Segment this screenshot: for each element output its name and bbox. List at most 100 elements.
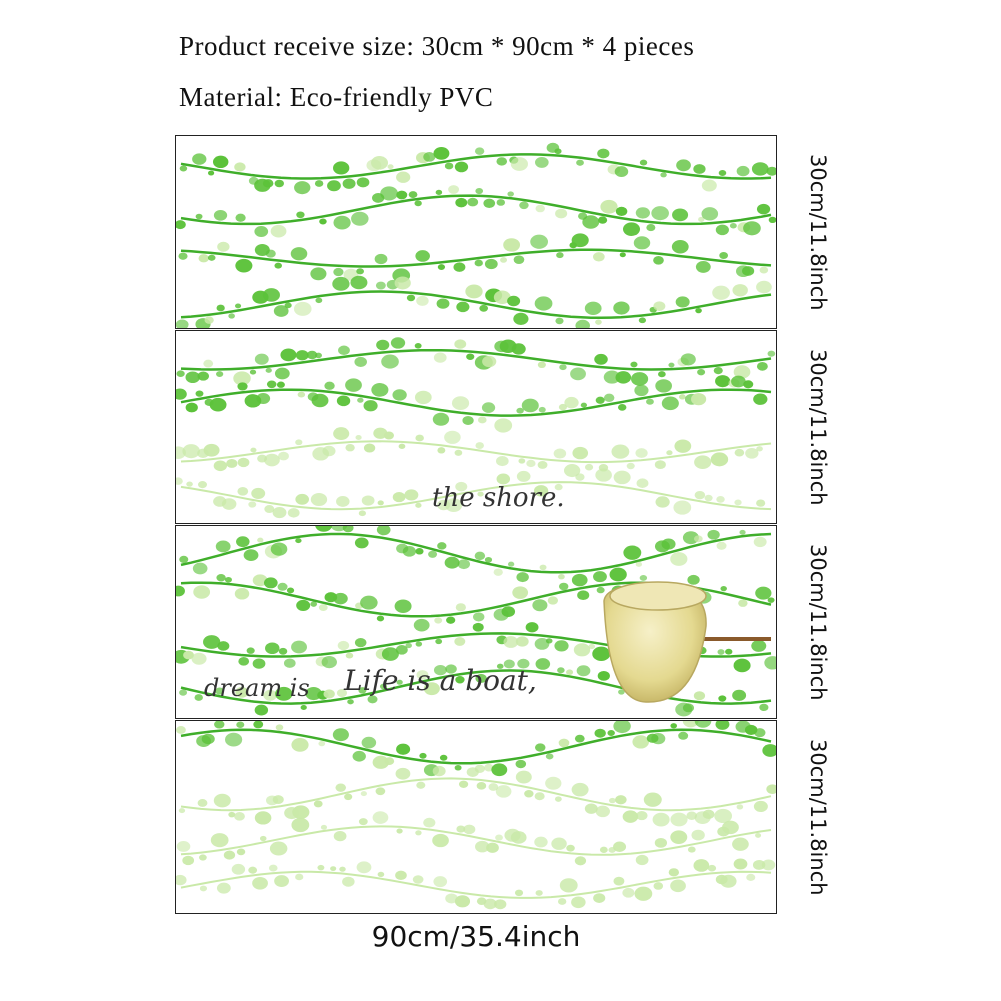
leaf [318, 604, 328, 612]
leaf [496, 157, 508, 166]
leaf [342, 178, 356, 189]
leaf [354, 537, 369, 549]
leaf [517, 658, 530, 669]
leaf [294, 181, 311, 195]
leaf [262, 179, 274, 188]
leaf [315, 352, 322, 359]
leaf [622, 222, 641, 236]
leaf [533, 485, 549, 497]
leaf [491, 763, 508, 777]
leaf [433, 664, 447, 676]
leaf [225, 732, 243, 747]
vine-stem [180, 481, 772, 511]
leaf [716, 541, 727, 550]
leaf [736, 165, 750, 177]
leaf [687, 574, 700, 585]
leaf [634, 384, 649, 397]
leaf [668, 868, 680, 877]
leaf [507, 561, 515, 567]
leaf [718, 169, 727, 177]
leaf [179, 555, 189, 564]
leaf [455, 676, 465, 684]
leaf [454, 895, 471, 908]
leaf [217, 641, 230, 651]
leaf [525, 622, 539, 633]
leaf [214, 721, 225, 729]
leaf [496, 199, 505, 206]
leaf [482, 355, 497, 368]
leaf [736, 804, 744, 810]
leaf [406, 294, 416, 302]
leaf [236, 536, 250, 548]
leaf [630, 361, 638, 368]
leaf [199, 885, 208, 892]
leaf [494, 899, 507, 910]
leaf [395, 767, 411, 780]
leaf [259, 835, 267, 842]
leaf [603, 370, 621, 384]
leaf [454, 449, 463, 456]
leaf [396, 743, 411, 755]
leaf [379, 683, 388, 690]
leaf [530, 234, 549, 249]
leaf [670, 830, 688, 844]
panel-4-height-label: 30cm/11.8inch [806, 738, 830, 896]
leaf [458, 780, 469, 788]
leaf [333, 592, 348, 605]
leaf [310, 267, 327, 281]
leaf [725, 648, 733, 655]
leaf [570, 367, 586, 381]
leaf [636, 478, 649, 488]
leaf [558, 403, 567, 411]
leaf [336, 395, 351, 407]
leaf [217, 241, 230, 252]
leaf [278, 647, 288, 655]
leaf [433, 876, 448, 888]
leaf [539, 564, 547, 571]
leaf [432, 833, 449, 848]
leaf [484, 556, 493, 563]
leaf [693, 691, 706, 701]
leaf [564, 396, 579, 409]
leaf [435, 638, 443, 645]
leaf [702, 809, 715, 820]
leaf [474, 259, 483, 267]
leaf [486, 842, 499, 853]
leaf [513, 255, 525, 264]
leaf [231, 863, 246, 875]
leaf [451, 396, 470, 411]
leaf [457, 559, 471, 570]
leaf [759, 703, 769, 712]
leaf [507, 295, 521, 307]
leaf [351, 211, 369, 226]
leaf [465, 284, 483, 299]
leaf [477, 491, 484, 497]
leaf [534, 296, 553, 311]
leaf [574, 734, 585, 743]
leaf [456, 825, 466, 833]
leaf [756, 499, 766, 507]
leaf [416, 670, 429, 680]
leaf [599, 846, 608, 853]
leaf [363, 443, 376, 453]
leaf [593, 252, 605, 262]
leaf [256, 393, 271, 405]
leaf [622, 810, 639, 823]
leaf [317, 864, 325, 871]
leaf [633, 236, 651, 250]
leaf [414, 200, 422, 207]
vine-stem [180, 248, 772, 268]
leaf [320, 824, 328, 830]
leaf [655, 496, 670, 508]
leaf [185, 402, 198, 413]
vine-stem [180, 669, 772, 705]
vine-stem [180, 728, 772, 765]
leaf [755, 586, 772, 600]
leaf [439, 754, 448, 761]
leaf [545, 753, 554, 760]
leaf [759, 266, 769, 274]
leaf [575, 473, 585, 481]
leaf [296, 211, 305, 219]
leaf [719, 252, 728, 259]
leaf [345, 378, 362, 392]
